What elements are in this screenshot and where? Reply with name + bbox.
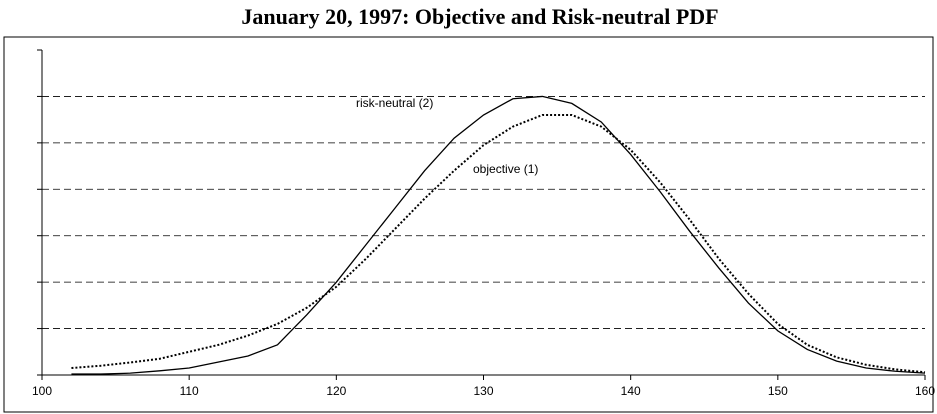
- x-tick-label: 120: [326, 384, 346, 398]
- x-tick-label: 100: [32, 384, 52, 398]
- chart-title: January 20, 1997: Objective and Risk-neu…: [241, 4, 718, 29]
- series-annotation: risk-neutral (2): [356, 96, 433, 110]
- x-tick-label: 160: [915, 384, 935, 398]
- x-tick-label: 140: [621, 384, 641, 398]
- frame: [3, 36, 934, 413]
- x-tick-label: 150: [768, 384, 788, 398]
- series-line: [71, 114, 926, 374]
- x-tick-label: 130: [473, 384, 493, 398]
- series-annotation: objective (1): [473, 162, 538, 176]
- x-tick-label: 110: [180, 384, 199, 398]
- series-line: [71, 95, 926, 375]
